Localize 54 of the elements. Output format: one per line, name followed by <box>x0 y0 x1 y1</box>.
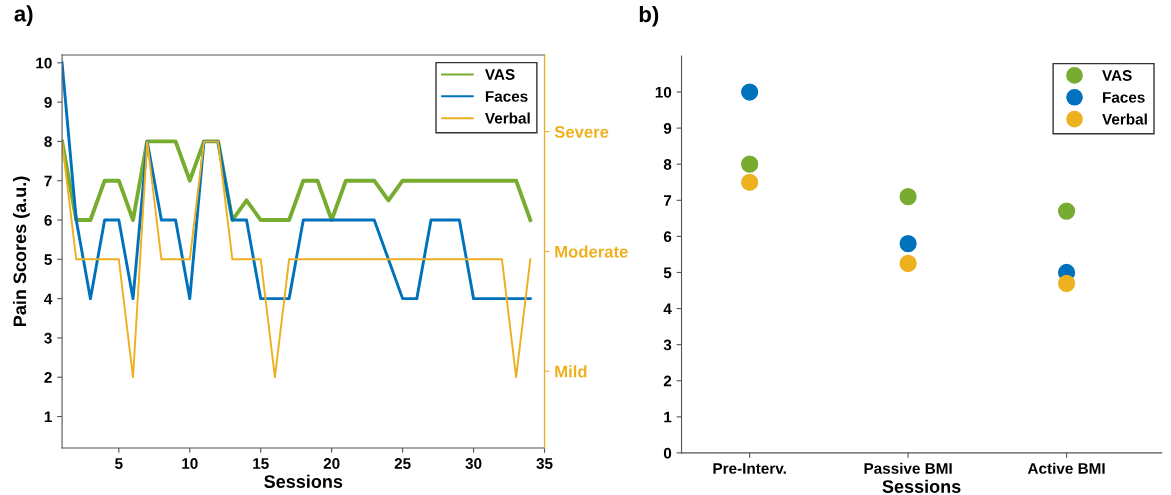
line-series <box>62 61 532 301</box>
x-tick-label: 30 <box>465 458 482 469</box>
point <box>899 254 917 273</box>
legend-label: Verbal <box>485 112 530 124</box>
category-label: Severe <box>554 126 609 138</box>
category-label: Mild <box>555 365 587 378</box>
point <box>741 83 759 101</box>
legend-label: VAS <box>1102 70 1132 81</box>
y-tick-label: 3 <box>663 339 672 351</box>
y-tick-label: 5 <box>663 267 672 279</box>
legend-label: Faces <box>485 91 528 102</box>
point <box>899 188 917 206</box>
y-tick-label: 4 <box>663 303 672 315</box>
y-tick-label: 10 <box>655 86 672 98</box>
x-tick-label: Pre-Interv. <box>713 463 786 474</box>
point <box>899 234 917 253</box>
y-tick-label: 1 <box>664 411 672 423</box>
chart-title: a) <box>14 5 33 26</box>
y-tick-label: 0 <box>663 447 672 459</box>
y-tick-label: 2 <box>663 375 672 387</box>
legend-label: VAS <box>485 69 515 80</box>
x-tick-label: 25 <box>394 458 411 469</box>
legend-label: Verbal <box>1102 113 1147 125</box>
x-tick-label: Active BMI <box>1027 462 1105 474</box>
y-tick-label: 8 <box>663 159 672 170</box>
x-tick-label: 5 <box>115 458 123 469</box>
y-tick-label: 4 <box>44 293 53 305</box>
point <box>741 173 759 191</box>
y-tick-label: 3 <box>44 332 52 344</box>
x-tick-label: 10 <box>182 458 198 469</box>
y-tick-label: 1 <box>44 411 52 423</box>
y-tick-label: 7 <box>663 195 672 206</box>
category-label: Moderate <box>555 245 628 258</box>
x-tick-label: 15 <box>253 458 269 469</box>
point <box>741 155 759 173</box>
legend-label: Faces <box>1103 92 1145 103</box>
y-tick-label: 7 <box>44 175 52 187</box>
y-tick-label: 6 <box>44 214 52 226</box>
x-axis-title: Sessions <box>882 479 961 493</box>
y-tick-label: 6 <box>663 231 672 243</box>
y-axis-title: Pain Scores (a.u.) <box>12 176 30 327</box>
point <box>1057 202 1076 220</box>
y-tick-label: 10 <box>36 57 52 69</box>
point <box>1057 274 1076 292</box>
y-tick-label: 9 <box>663 122 672 134</box>
y-tick-label: 8 <box>44 136 52 148</box>
x-tick-label: 20 <box>323 458 340 469</box>
x-tick-label: 35 <box>536 458 553 469</box>
x-tick-label: Passive BMI <box>864 462 952 474</box>
y-tick-label: 9 <box>44 96 52 108</box>
chart-title: b) <box>639 5 659 27</box>
x-axis-title: Sessions <box>264 474 343 488</box>
y-tick-label: 5 <box>44 254 52 266</box>
y-tick-label: 2 <box>44 372 52 383</box>
